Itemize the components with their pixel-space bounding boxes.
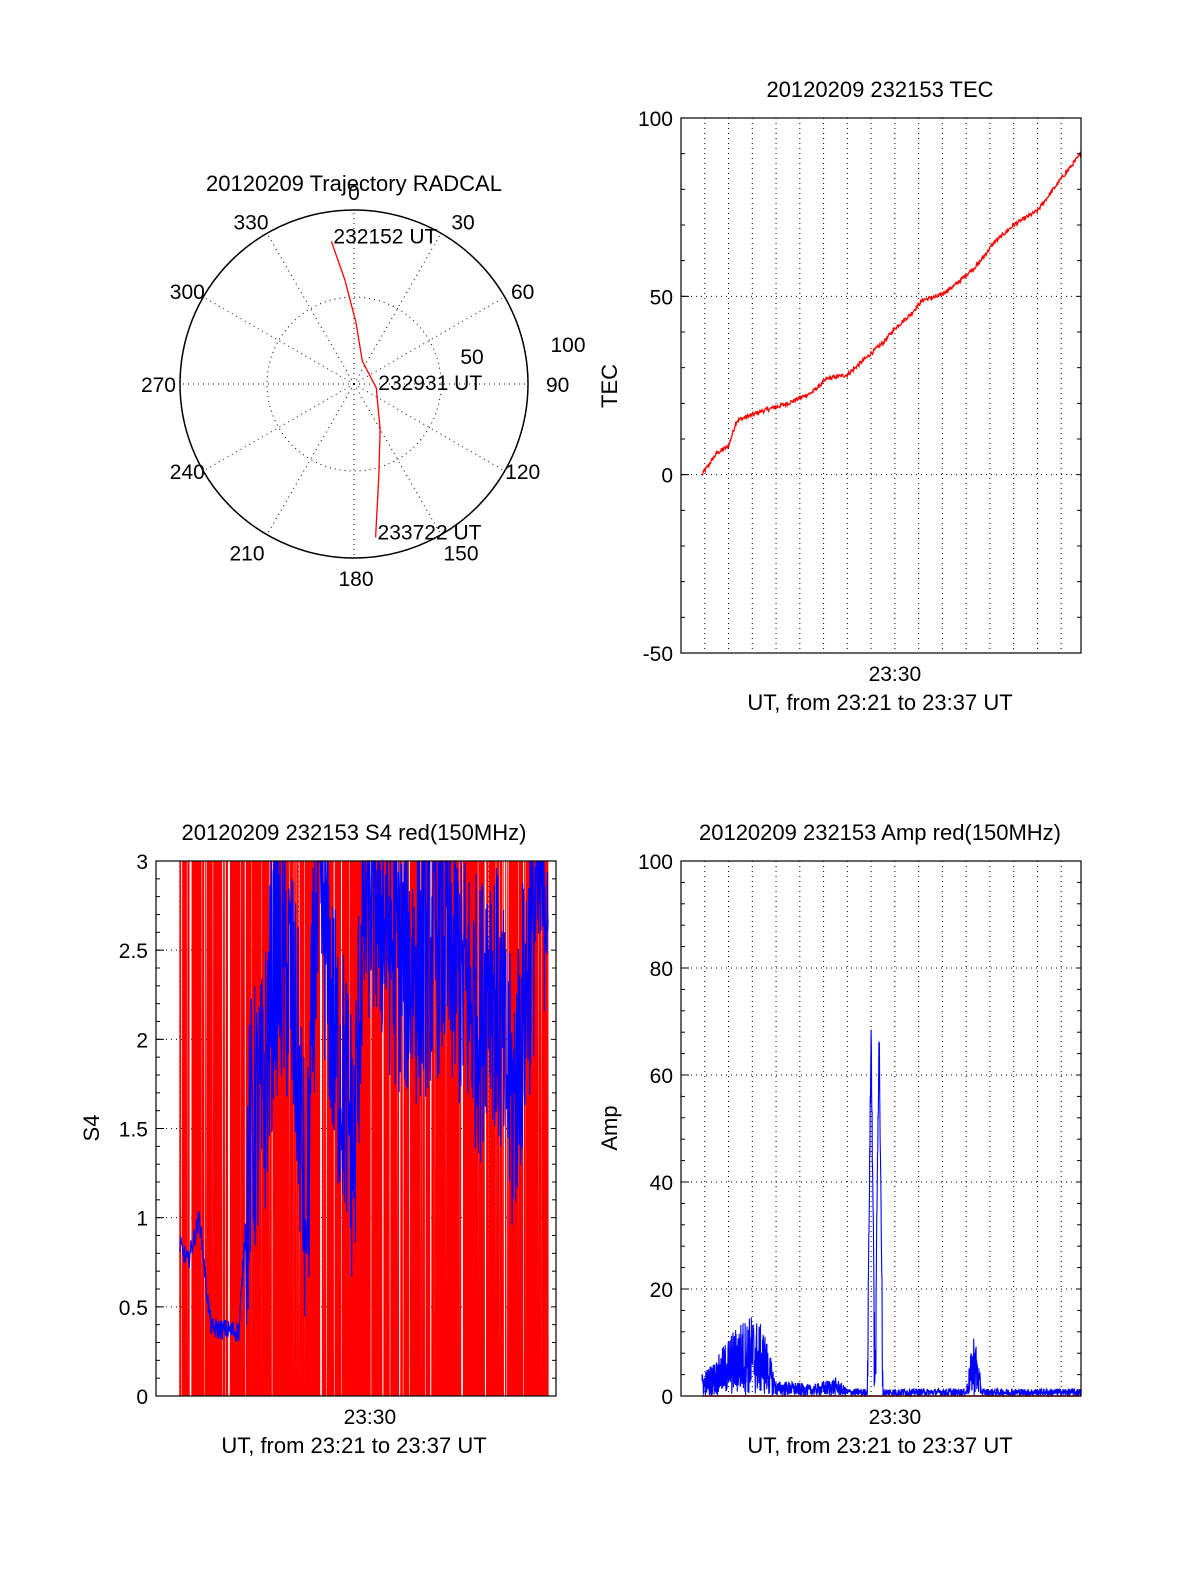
amp-grid xyxy=(680,860,1081,1397)
polar-angle-label: 120 xyxy=(505,461,540,484)
y-tick-label: 80 xyxy=(650,958,673,981)
x-tick-label: 23:30 xyxy=(344,1406,397,1429)
y-tick-label: -50 xyxy=(643,643,673,666)
s4-chart: 20120209 232153 S4 red(150MHz) 0 0.5 1 1.5 2… xyxy=(79,820,557,1458)
y-tick-label: 2.5 xyxy=(119,940,148,963)
amp-ticks: 0 20 40 60 80 100 23:30 xyxy=(638,851,1081,1429)
s4-ticks: 0 0.5 1 1.5 2 2.5 3 23:30 xyxy=(119,851,556,1429)
y-tick-label: 0.5 xyxy=(119,1297,148,1320)
tec-xlabel: UT, from 23:21 to 23:37 UT xyxy=(747,690,1012,715)
polar-spoke xyxy=(353,383,505,472)
y-tick-label: 1.5 xyxy=(119,1119,148,1142)
polar-angle-label: 30 xyxy=(451,211,474,234)
polar-angle-label: 210 xyxy=(229,543,264,566)
polar-angle-labels: 0 30 60 90 120 150 180 210 240 270 300 330 xyxy=(141,182,569,591)
polar-spoke xyxy=(203,383,355,472)
y-tick-label: 60 xyxy=(650,1065,673,1088)
polar-angle-label: 60 xyxy=(511,281,534,304)
polar-outer-circle xyxy=(179,209,529,559)
trajectory-time-label: 232152 UT xyxy=(333,225,437,248)
series-line-blue xyxy=(701,1029,1082,1399)
polar-angle-label: 150 xyxy=(443,543,478,566)
amp-xlabel: UT, from 23:21 to 23:37 UT xyxy=(747,1433,1012,1458)
polar-spoke xyxy=(353,233,442,385)
y-tick-label: 0 xyxy=(661,1386,673,1409)
s4-ylabel: S4 xyxy=(79,1115,104,1142)
y-tick-label: 100 xyxy=(638,851,673,874)
y-tick-label: 20 xyxy=(650,1279,673,1302)
polar-title: 20120209 Trajectory RADCAL xyxy=(206,171,502,196)
amp-frame xyxy=(680,860,1082,1397)
trajectory-time-label: 233722 UT xyxy=(378,521,482,544)
polar-radial-label: 50 xyxy=(460,346,483,369)
tec-ticks: -50 0 50 100 23:30 xyxy=(638,108,1081,686)
trajectory-time-label: 232931 UT xyxy=(378,372,482,395)
x-tick-label: 23:30 xyxy=(869,663,922,686)
tec-title: 20120209 232153 TEC xyxy=(766,77,993,102)
trajectory-line xyxy=(330,241,381,538)
polar-angle-label: 90 xyxy=(546,374,569,397)
polar-spoke xyxy=(353,296,505,385)
polar-radial-labels: 50 100 xyxy=(460,334,585,369)
x-tick-label: 23:30 xyxy=(869,1406,922,1429)
y-tick-label: 40 xyxy=(650,1172,673,1195)
amp-title: 20120209 232153 Amp red(150MHz) xyxy=(699,820,1061,845)
y-tick-label: 50 xyxy=(650,286,673,309)
y-tick-label: 100 xyxy=(638,108,673,131)
polar-spoke xyxy=(353,383,442,535)
polar-spoke xyxy=(266,383,355,535)
polar-angle-label: 330 xyxy=(233,211,268,234)
s4-series xyxy=(179,859,549,1397)
amp-ylabel: Amp xyxy=(597,1105,622,1150)
s4-xlabel: UT, from 23:21 to 23:37 UT xyxy=(221,1433,486,1458)
tec-chart: 20120209 232153 TEC -50 0 50 100 23:30 UT, f… xyxy=(597,77,1082,715)
polar-angle-label: 270 xyxy=(141,374,176,397)
polar-grid xyxy=(179,209,529,559)
polar-angle-label: 240 xyxy=(170,461,205,484)
s4-title: 20120209 232153 S4 red(150MHz) xyxy=(182,820,527,845)
y-tick-label: 2 xyxy=(136,1029,148,1052)
polar-angle-label: 180 xyxy=(338,568,373,591)
polar-angle-label: 0 xyxy=(348,182,360,205)
y-tick-label: 0 xyxy=(661,465,673,488)
series-line-red xyxy=(701,151,1082,477)
trajectory-annotations: 232152 UT 232931 UT 233722 UT xyxy=(333,225,482,544)
polar-inner-circle xyxy=(266,296,442,472)
tec-series xyxy=(701,151,1082,477)
amp-series xyxy=(701,1029,1082,1399)
polar-radial-label: 100 xyxy=(550,334,585,357)
polar-angle-label: 300 xyxy=(170,281,205,304)
amp-chart: 20120209 232153 Amp red(150MHz) 0 20 40 60 8… xyxy=(597,820,1082,1458)
tec-ylabel: TEC xyxy=(597,364,622,408)
y-tick-label: 1 xyxy=(136,1208,148,1231)
tec-grid xyxy=(680,117,1081,654)
polar-spoke xyxy=(203,296,355,385)
y-tick-label: 3 xyxy=(136,851,148,874)
polar-spoke xyxy=(266,233,355,385)
tec-frame xyxy=(680,117,1082,654)
polar-chart: 20120209 Trajectory RADCAL 0 30 60 90 120 150… xyxy=(141,171,586,591)
y-tick-label: 0 xyxy=(136,1386,148,1409)
